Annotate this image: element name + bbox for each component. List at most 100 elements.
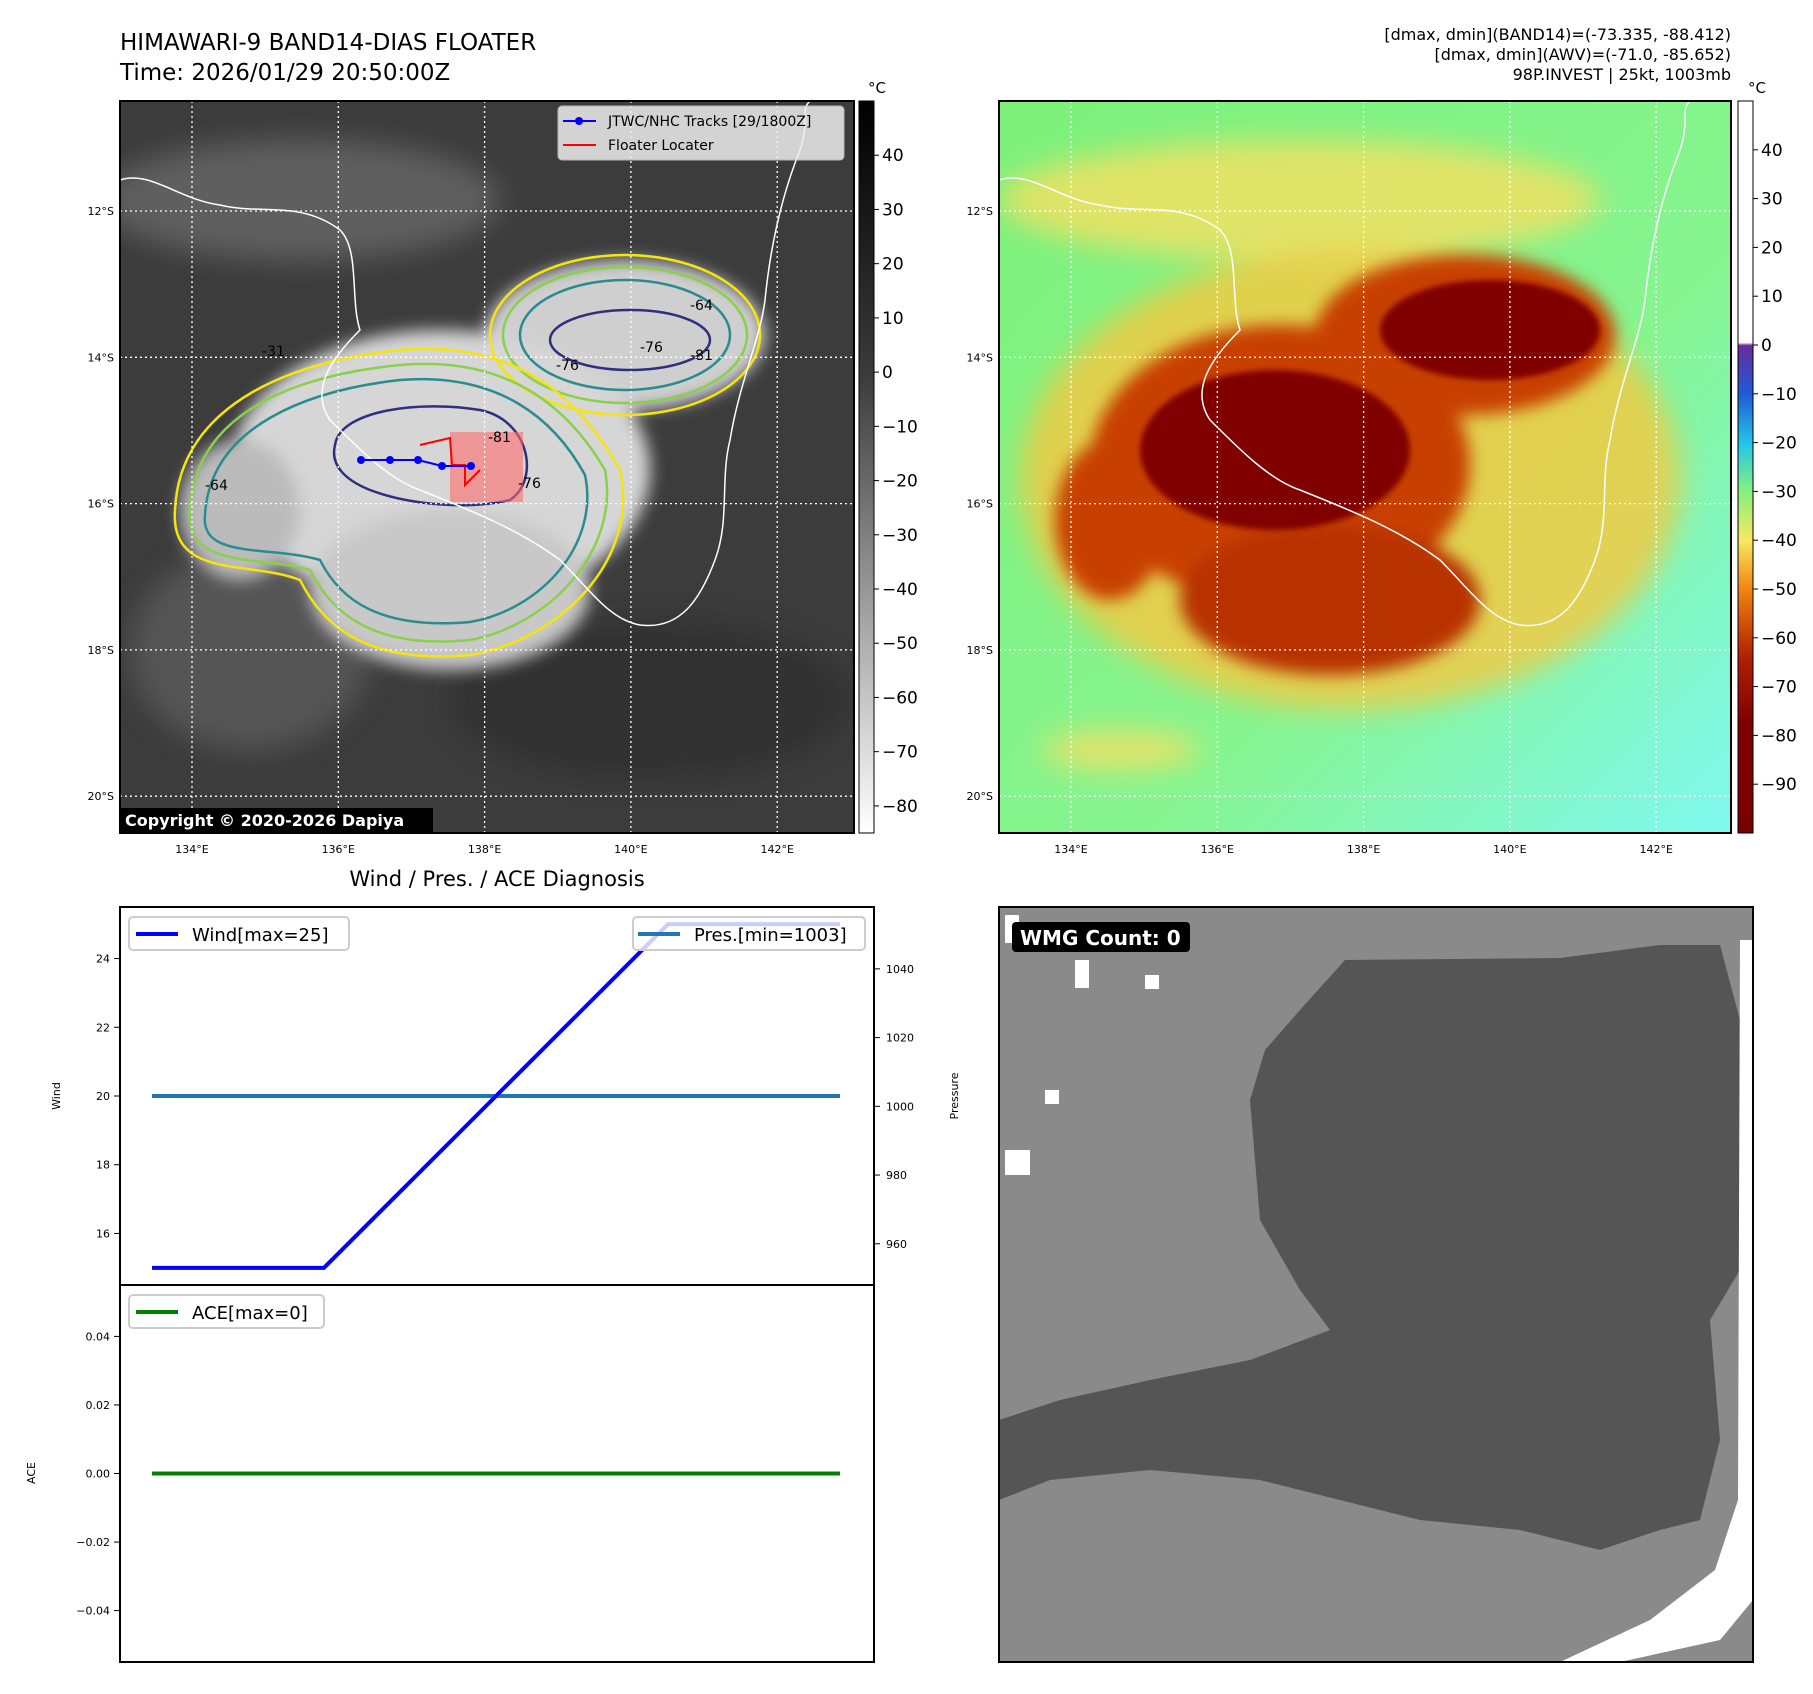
lat-tick-label: 20°S xyxy=(967,790,993,803)
colorbar-tick-label: −60 xyxy=(1761,629,1797,649)
colorbar-tick-label: 40 xyxy=(1761,141,1783,161)
wmg-map xyxy=(999,907,1753,1662)
pressure-legend: Pres.[min=1003] xyxy=(632,916,866,951)
contour-label: -64 xyxy=(205,478,228,494)
diagnosis-title: Wind / Pres. / ACE Diagnosis xyxy=(349,867,644,891)
colorbar-tick-label: −90 xyxy=(1761,775,1797,795)
info-band14: [dmax, dmin](BAND14)=(-73.335, -88.412) xyxy=(1384,25,1731,44)
contour-label: -81 xyxy=(488,430,511,446)
colorbar-tick-label: −40 xyxy=(882,580,918,600)
contour-label: -64 xyxy=(690,298,713,314)
figure-time: Time: 2026/01/29 20:50:00Z xyxy=(119,60,450,86)
ir-color-map xyxy=(999,101,1731,833)
ace-tick-label: 0.04 xyxy=(86,1330,111,1343)
pressure-axis-label: Pressure xyxy=(948,1072,961,1119)
colorbar-tick-label: 0 xyxy=(882,363,893,383)
wind-tick-label: 24 xyxy=(96,953,110,966)
colorbar-tick-label: −70 xyxy=(1761,678,1797,698)
wmg-count-label: WMG Count: 0 xyxy=(1020,926,1181,950)
colorbar-tick-label: 40 xyxy=(882,146,904,166)
wind-tick-label: 18 xyxy=(96,1159,110,1172)
lon-tick-label: 142°E xyxy=(1639,843,1672,856)
pressure-tick-label: 1020 xyxy=(886,1032,914,1045)
pressure-tick-label: 1000 xyxy=(886,1100,914,1113)
lat-tick-label: 18°S xyxy=(967,644,993,657)
colorbar-tick-label: −50 xyxy=(1761,580,1797,600)
wind-tick-label: 16 xyxy=(96,1227,110,1240)
ace-legend: ACE[max=0] xyxy=(128,1294,325,1329)
lon-tick-label: 138°E xyxy=(468,843,501,856)
colorbar-gray-unit: °C xyxy=(868,79,886,97)
colorbar-gray xyxy=(858,100,875,834)
contour-label: -76 xyxy=(640,340,663,356)
contour-navy xyxy=(548,308,712,372)
colorbar-tick-label: 0 xyxy=(1761,336,1772,356)
colorbar-tick-label: −30 xyxy=(1761,482,1797,502)
lon-tick-label: 140°E xyxy=(614,843,647,856)
lat-tick-label: 20°S xyxy=(88,790,114,803)
colorbar-tick-label: −70 xyxy=(882,743,918,763)
colorbar-tick-label: −50 xyxy=(882,634,918,654)
lon-tick-label: 142°E xyxy=(760,843,793,856)
colorbar-tick-label: −20 xyxy=(882,472,918,492)
lon-tick-label: 134°E xyxy=(1054,843,1087,856)
colorbar-tick-label: 30 xyxy=(882,200,904,220)
lat-tick-label: 16°S xyxy=(88,498,114,511)
copyright-label: Copyright © 2020-2026 Dapiya xyxy=(125,811,404,830)
lat-tick-label: 18°S xyxy=(88,644,114,657)
colorbar-tick-label: 10 xyxy=(882,309,904,329)
colorbar-tick-label: 30 xyxy=(1761,190,1783,210)
map-legend: JTWC/NHC Tracks [29/1800Z] Floater Locat… xyxy=(557,105,845,161)
legend-floater: Floater Locater xyxy=(608,138,714,154)
lat-tick-label: 14°S xyxy=(88,351,114,364)
ace-tick-label: 0.02 xyxy=(86,1399,111,1412)
colorbar-tick-label: −10 xyxy=(1761,385,1797,405)
wind-legend: Wind[max=25] xyxy=(128,916,350,951)
contour-label: -76 xyxy=(556,358,579,374)
colorbar-color-unit: °C xyxy=(1748,79,1766,97)
colorbar-color xyxy=(1737,100,1754,834)
colorbar-tick-label: −10 xyxy=(882,417,918,437)
ir-grayscale-map: -31 -64 -76 -81 -76 -81 -64 -76 xyxy=(120,101,854,833)
colorbar-tick-label: −60 xyxy=(882,688,918,708)
lat-tick-label: 14°S xyxy=(967,351,993,364)
colorbar-tick-label: 20 xyxy=(1761,238,1783,258)
info-storm: 98P.INVEST | 25kt, 1003mb xyxy=(1513,65,1731,84)
contour-yellow xyxy=(488,253,762,417)
colorbar-tick-label: −80 xyxy=(1761,726,1797,746)
ace-tick-label: −0.04 xyxy=(76,1605,110,1618)
ace-legend-label: ACE[max=0] xyxy=(192,1303,308,1324)
colorbar-tick-label: −40 xyxy=(1761,531,1797,551)
lon-tick-label: 138°E xyxy=(1347,843,1380,856)
lon-tick-label: 134°E xyxy=(175,843,208,856)
storm-track xyxy=(357,456,475,470)
info-awv: [dmax, dmin](AWV)=(-71.0, -85.652) xyxy=(1434,45,1731,64)
pressure-legend-label: Pres.[min=1003] xyxy=(694,925,847,946)
wind-tick-label: 22 xyxy=(96,1021,110,1034)
wind-legend-label: Wind[max=25] xyxy=(192,925,329,946)
lat-tick-label: 16°S xyxy=(967,498,993,511)
contour-label: -76 xyxy=(518,476,541,492)
pressure-tick-label: 960 xyxy=(886,1238,907,1251)
legend-track: JTWC/NHC Tracks [29/1800Z] xyxy=(607,114,811,130)
ace-tick-label: −0.02 xyxy=(76,1536,110,1549)
figure-title: HIMAWARI-9 BAND14-DIAS FLOATER xyxy=(120,30,536,56)
contour-label: -31 xyxy=(262,344,285,360)
lon-tick-label: 136°E xyxy=(322,843,355,856)
wind-tick-label: 20 xyxy=(96,1090,110,1103)
ace-tick-label: 0.00 xyxy=(86,1468,111,1481)
pressure-tick-label: 1040 xyxy=(886,963,914,976)
colorbar-tick-label: −20 xyxy=(1761,434,1797,454)
wind-axis-label: Wind xyxy=(50,1082,63,1110)
pressure-tick-label: 980 xyxy=(886,1169,907,1182)
contour-label: -81 xyxy=(690,348,713,364)
colorbar-tick-label: 10 xyxy=(1761,287,1783,307)
colorbar-tick-label: 20 xyxy=(882,255,904,275)
lat-tick-label: 12°S xyxy=(967,205,993,218)
lon-tick-label: 136°E xyxy=(1201,843,1234,856)
colorbar-tick-label: −80 xyxy=(882,797,918,817)
colorbar-tick-label: −30 xyxy=(882,526,918,546)
lat-tick-label: 12°S xyxy=(88,205,114,218)
lon-tick-label: 140°E xyxy=(1493,843,1526,856)
